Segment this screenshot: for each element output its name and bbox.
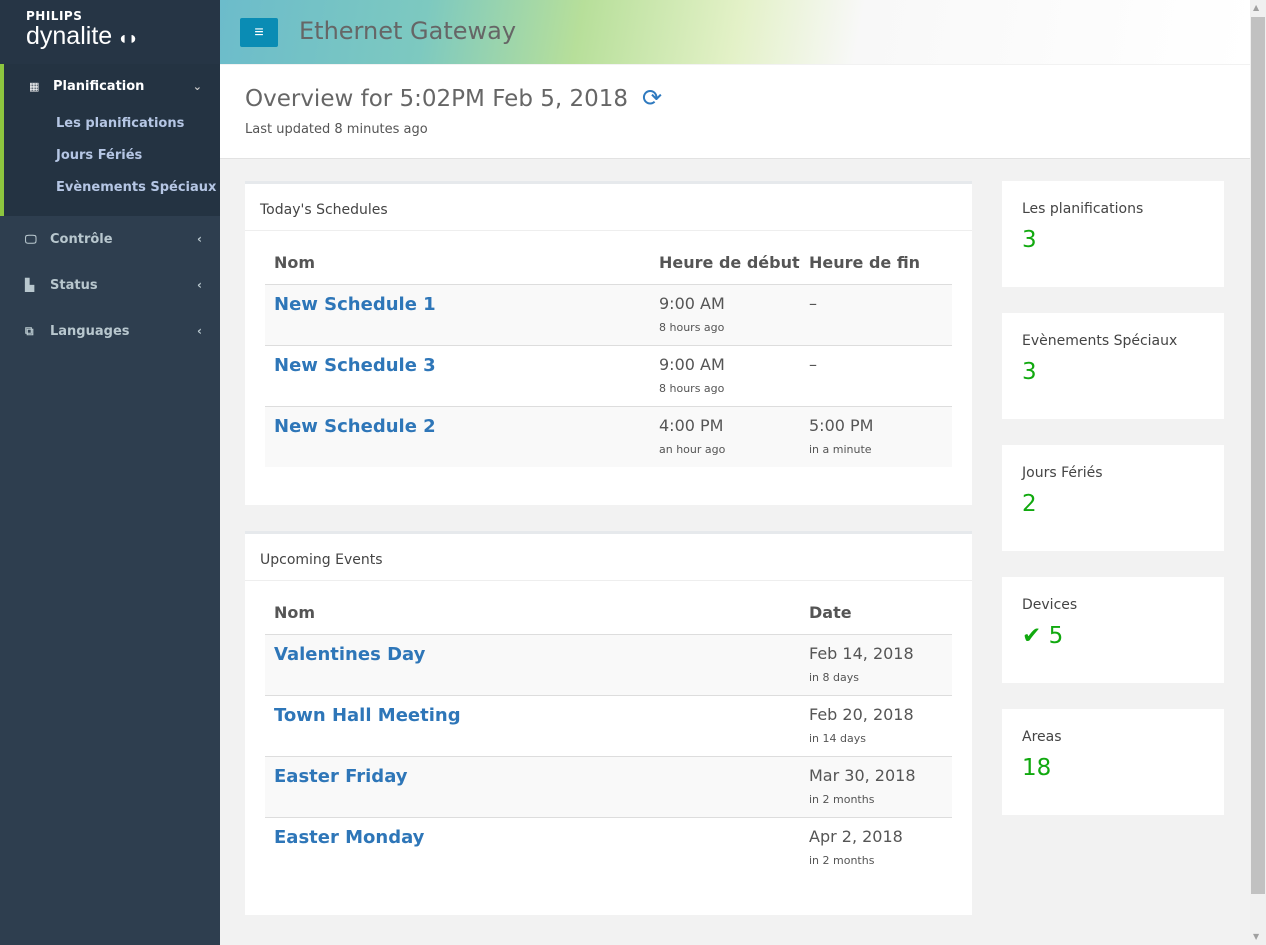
column-header: Heure de début [650, 241, 800, 285]
chevron-left-icon: ‹ [197, 232, 202, 246]
schedule-link[interactable]: New Schedule 3 [274, 354, 436, 376]
table-row: New Schedule 3 9:00 AM 8 hours ago – [265, 344, 952, 406]
column-header: Nom [265, 591, 800, 635]
stat-label: Les planifications [1022, 201, 1144, 217]
sidebar-item-controle[interactable]: 🖵 Contrôle ‹ [0, 216, 220, 262]
page-title: Overview for 5:02PM Feb 5, 2018 [245, 86, 629, 112]
sidebar-item-label: Languages [50, 323, 130, 339]
event-date: Mar 30, 2018 [809, 765, 916, 785]
start-relative: 8 hours ago [659, 320, 725, 334]
stat-label: Jours Fériés [1022, 465, 1103, 481]
stat-label: Devices [1022, 597, 1078, 613]
stat-value: 3 [1022, 227, 1037, 253]
chevron-down-icon: ⌄ [192, 79, 202, 93]
card-title: Today's Schedules [245, 184, 972, 231]
event-relative: in 2 months [809, 853, 875, 867]
event-date: Apr 2, 2018 [809, 826, 903, 846]
refresh-icon[interactable]: ⟳ [642, 84, 663, 112]
bar-chart-icon: ▙ [25, 278, 35, 292]
end-time: – [809, 293, 817, 313]
calendar-grid-icon: ▦ [29, 79, 40, 93]
sidebar-subitem-evenements-speciaux[interactable]: Evènements Spéciaux [56, 180, 217, 195]
hamburger-icon: ≡ [254, 24, 264, 41]
table-row: New Schedule 1 9:00 AM 8 hours ago – [265, 283, 952, 345]
sidebar-item-planification[interactable]: ▦ Planification ⌄ [4, 64, 220, 108]
last-updated: Last updated 8 minutes ago [245, 122, 428, 137]
column-header: Nom [265, 241, 650, 285]
sidebar-item-status[interactable]: ▙ Status ‹ [0, 262, 220, 308]
stat-value: 18 [1022, 755, 1052, 781]
schedule-link[interactable]: New Schedule 1 [274, 293, 436, 315]
chevron-left-icon: ‹ [197, 324, 202, 338]
stat-label: Evènements Spéciaux [1022, 333, 1178, 349]
end-time: – [809, 354, 817, 374]
schedule-link[interactable]: New Schedule 2 [274, 415, 436, 437]
event-date: Feb 14, 2018 [809, 643, 914, 663]
end-relative: in a minute [809, 442, 872, 456]
logo[interactable]: PHILIPS dynalite ◖◗ [0, 0, 220, 64]
sidebar-item-label: Planification [53, 78, 145, 94]
table-row: New Schedule 2 4:00 PM an hour ago 5:00 P… [265, 405, 952, 467]
table-row: Valentines Day Feb 14, 2018 in 8 days [265, 633, 952, 695]
stat-card: Evènements Spéciaux 3 [1002, 313, 1224, 419]
stat-card: Areas 18 [1002, 709, 1224, 815]
event-relative: in 2 months [809, 792, 875, 806]
event-date: Feb 20, 2018 [809, 704, 914, 724]
schedules-table: Nom Heure de début Heure de fin New Schedu… [265, 241, 952, 467]
stat-label: Areas [1022, 729, 1062, 745]
start-time: 9:00 AM [659, 293, 725, 313]
stat-value: 5 [1048, 623, 1064, 649]
overview-section: Overview for 5:02PM Feb 5, 2018 ⟳ Last up… [220, 65, 1250, 159]
start-relative: 8 hours ago [659, 381, 725, 395]
upcoming-events-card: Upcoming Events Nom Date Valentines Day F… [245, 531, 972, 915]
brand-name: dynalite [26, 22, 113, 50]
start-relative: an hour ago [659, 442, 726, 456]
sidebar-item-label: Contrôle [50, 231, 113, 247]
start-time: 4:00 PM [659, 415, 724, 435]
end-time: 5:00 PM [809, 415, 874, 435]
event-link[interactable]: Town Hall Meeting [274, 704, 461, 726]
stat-card: Devices ✔ 5 [1002, 577, 1224, 683]
stat-card: Jours Fériés 2 [1002, 445, 1224, 551]
sidebar-item-languages[interactable]: ⧉ Languages ‹ [0, 308, 220, 354]
column-header: Heure de fin [800, 241, 952, 285]
check-icon: ✔ [1022, 623, 1042, 649]
card-title: Upcoming Events [245, 534, 972, 581]
language-icon: ⧉ [25, 323, 34, 338]
menu-toggle-button[interactable]: ≡ [240, 18, 278, 47]
scroll-up-icon[interactable]: ▲ [1253, 3, 1260, 12]
stat-value: 2 [1022, 491, 1037, 517]
event-relative: in 8 days [809, 670, 859, 684]
dynalite-logo-icon: ◖◗ [112, 28, 139, 48]
event-link[interactable]: Valentines Day [274, 643, 426, 665]
sidebar: PHILIPS dynalite ◖◗ ▦ Planification ⌄ Les … [0, 0, 220, 945]
event-link[interactable]: Easter Friday [274, 765, 408, 787]
events-table: Nom Date Valentines Day Feb 14, 2018 in 8 … [265, 591, 952, 878]
todays-schedules-card: Today's Schedules Nom Heure de début Heure… [245, 181, 972, 505]
stat-card: Les planifications 3 [1002, 181, 1224, 287]
brand-top: PHILIPS [26, 9, 83, 23]
sidebar-item-label: Status [50, 277, 98, 293]
sidebar-subitem-jours-feries[interactable]: Jours Fériés [56, 148, 143, 163]
sidebar-subitem-les-planifications[interactable]: Les planifications [56, 116, 185, 131]
scrollbar-thumb[interactable] [1251, 17, 1265, 894]
event-link[interactable]: Easter Monday [274, 826, 425, 848]
desktop-icon: 🖵 [25, 231, 37, 246]
sidebar-section-planification: ▦ Planification ⌄ Les planifications Jours… [0, 64, 220, 216]
app-title: Ethernet Gateway [299, 17, 517, 45]
scroll-down-icon[interactable]: ▼ [1253, 932, 1260, 941]
table-row: Easter Friday Mar 30, 2018 in 2 months [265, 755, 952, 817]
top-header: ≡ Ethernet Gateway [220, 0, 1250, 64]
table-row: Town Hall Meeting Feb 20, 2018 in 14 days [265, 694, 952, 756]
start-time: 9:00 AM [659, 354, 725, 374]
event-relative: in 14 days [809, 731, 866, 745]
table-row: Easter Monday Apr 2, 2018 in 2 months [265, 816, 952, 878]
stat-value: 3 [1022, 359, 1037, 385]
chevron-left-icon: ‹ [197, 278, 202, 292]
column-header: Date [800, 591, 952, 635]
